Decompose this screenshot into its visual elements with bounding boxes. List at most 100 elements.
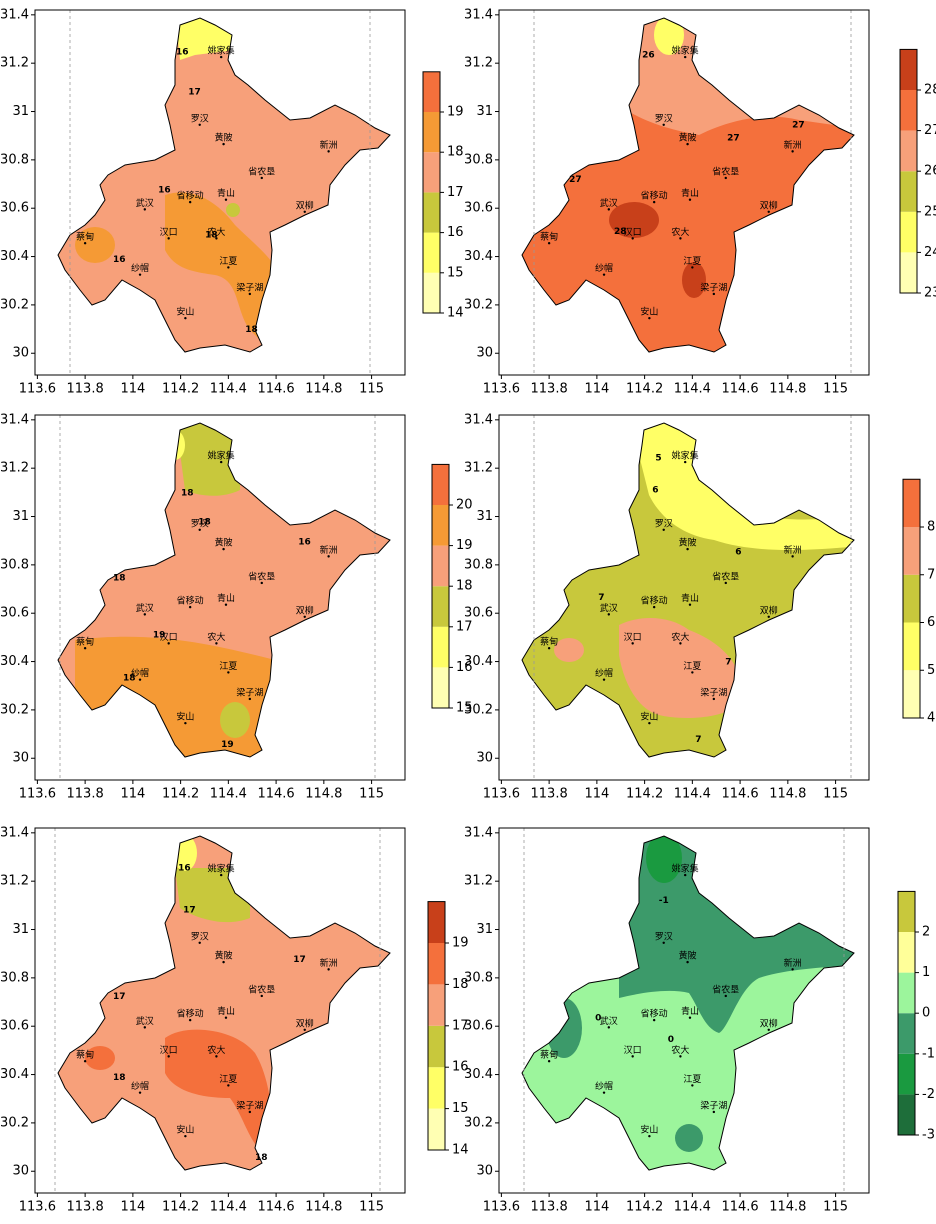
station-label: 汉口 [624, 227, 642, 238]
x-tick-label: 115 [359, 382, 384, 397]
station-label: 省移动 [177, 1008, 204, 1020]
station-label: 罗汉 [655, 113, 673, 124]
colorbar-band [903, 574, 920, 623]
y-tick-label: 30.4 [0, 1067, 29, 1082]
colorbar-band [900, 49, 917, 90]
contour-label: 0 [668, 1035, 674, 1045]
station-dot [602, 273, 606, 276]
station-dot [547, 647, 551, 650]
contour-label: -1 [659, 896, 669, 906]
colorbar-band [903, 527, 920, 575]
station-label: 省农垦 [248, 570, 275, 582]
colorbar-band [900, 171, 917, 212]
colorbar-band [898, 1013, 915, 1054]
contour-label: 0 [595, 1013, 601, 1023]
colorbar-tick-label: 8 [927, 520, 935, 535]
x-tick-label: 114.6 [721, 382, 758, 397]
y-tick-label: 31.2 [464, 874, 493, 889]
colorbar-band [900, 211, 917, 253]
x-tick-label: 114.2 [626, 787, 663, 802]
station-label: 农大 [671, 226, 689, 238]
contour-label: 27 [569, 175, 582, 185]
map-region [58, 18, 390, 352]
station-label: 黄陂 [679, 537, 697, 549]
contour-label: 7 [725, 657, 731, 667]
station-label: 黄陂 [679, 132, 697, 144]
colorbar-tick-label: 14 [447, 306, 464, 321]
station-label: 安山 [176, 306, 194, 318]
y-tick-label: 30 [476, 346, 493, 361]
station-dot [648, 316, 651, 320]
station-dot [303, 615, 306, 618]
station-dot [143, 208, 147, 211]
station-label: 农大 [207, 1044, 225, 1056]
station-dot [602, 1091, 606, 1094]
station-label: 安山 [176, 1124, 194, 1136]
station-dot [219, 460, 223, 464]
colorbar-tick-label: 20 [456, 498, 473, 513]
station-label: 农大 [207, 631, 225, 643]
station-label: 蔡甸 [76, 636, 94, 648]
station-dot [138, 1091, 142, 1094]
station-dot [791, 150, 794, 153]
station-label: 黄陂 [679, 950, 697, 962]
station-dot [791, 968, 794, 971]
x-tick-label: 114.4 [674, 1200, 711, 1215]
x-tick-label: 114.2 [162, 787, 199, 802]
y-tick-label: 30.6 [0, 201, 29, 216]
station-label: 罗汉 [191, 113, 209, 124]
colorbar-band [432, 464, 449, 505]
colorbar-tick-label: 7 [927, 567, 935, 582]
station-label: 青山 [217, 1005, 235, 1017]
station-dot [791, 555, 794, 558]
station-dot [607, 208, 611, 211]
contour-label: 7 [695, 735, 701, 745]
y-tick-label: 30.4 [464, 1067, 493, 1082]
colorbar-tick-label: -3 [922, 1128, 935, 1143]
y-tick-label: 30.8 [0, 557, 29, 572]
station-dot [712, 697, 716, 701]
x-tick-label: 114 [584, 1200, 609, 1215]
colorbar-band [428, 984, 445, 1026]
colorbar-tick-label: 19 [452, 936, 469, 951]
colorbar-band [903, 622, 920, 671]
station-dot [631, 642, 634, 645]
contour-label: 27 [792, 120, 805, 130]
colorbar-band [432, 667, 449, 708]
colorbar-tick-label: 19 [456, 538, 473, 553]
colorbar-tick-label: 23 [924, 286, 936, 301]
plot-frame [34, 414, 406, 781]
station-label: 罗汉 [655, 931, 673, 942]
station-label: 武汉 [136, 197, 154, 209]
y-tick-label: 30.6 [0, 606, 29, 621]
station-dot [248, 697, 252, 701]
x-tick-label: 113.6 [483, 787, 520, 802]
station-dot [327, 968, 330, 971]
station-dot [188, 200, 192, 204]
station-dot [219, 55, 223, 59]
colorbar-band [432, 505, 449, 546]
station-dot [631, 1055, 634, 1058]
contour-zone [682, 262, 706, 298]
y-tick-label: 30.4 [464, 249, 493, 264]
station-dot [679, 1055, 682, 1058]
x-tick-label: 113.8 [67, 787, 104, 802]
station-dot [724, 994, 727, 998]
x-tick-label: 115 [823, 787, 848, 802]
contour-label: 19 [221, 740, 234, 750]
station-label: 双柳 [296, 199, 314, 211]
station-label: 省移动 [177, 595, 204, 607]
station-dot [215, 1055, 218, 1058]
contour-label: 18 [255, 1153, 268, 1163]
contour-label: 5 [655, 454, 661, 464]
contour-label: 19 [153, 630, 166, 640]
station-dot [767, 210, 770, 213]
contour-zone [675, 1124, 703, 1152]
station-label: 黄陂 [215, 132, 233, 144]
y-tick-label: 30 [476, 1164, 493, 1179]
station-label: 蔡甸 [540, 636, 558, 648]
station-dot [138, 678, 142, 681]
contour-zone [75, 227, 115, 263]
x-tick-label: 113.6 [19, 382, 56, 397]
